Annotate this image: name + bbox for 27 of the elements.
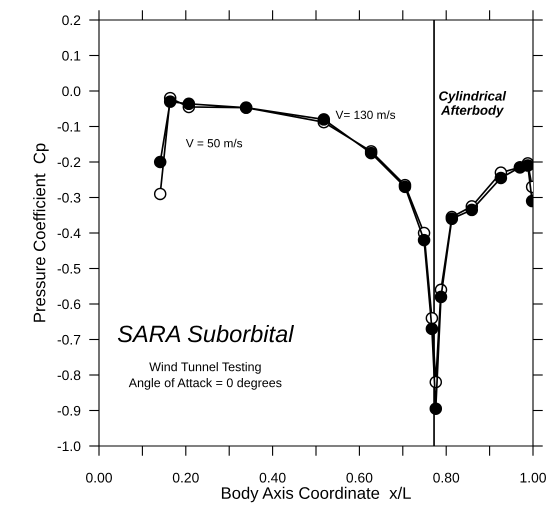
ref-line-label: Cylindrical Afterbody: [439, 91, 506, 118]
y-tick-label: -0.4: [58, 228, 81, 238]
x-tick-label: 0.20: [172, 472, 199, 483]
y-tick-label: -0.3: [58, 192, 80, 203]
annotation: Angle of Attack = 0 degrees: [128, 378, 282, 390]
x-axis-title: Body Axis Coordinate x/L: [222, 486, 411, 502]
y-tick-label: -0.1: [58, 122, 80, 132]
annotation: V = 50 m/s: [186, 138, 242, 148]
x-tick-label: 1.00: [520, 472, 546, 483]
y-tick-label: -0.7: [58, 334, 80, 345]
y-tick-label: -0.9: [58, 406, 80, 416]
x-tick-label: 0.80: [433, 472, 460, 483]
y-tick-label: -0.8: [58, 370, 80, 380]
annotation: SARA Suborbital: [118, 324, 294, 342]
y-tick-label: -1.0: [58, 441, 80, 452]
y-tick-label: 0.0: [62, 86, 80, 96]
y-tick-label: -0.2: [58, 157, 80, 168]
annotation: Wind Tunnel Testing: [149, 362, 261, 374]
y-tick-label: 0.2: [62, 15, 80, 26]
y-tick-label: -0.6: [58, 299, 80, 310]
annotation: V= 130 m/s: [336, 110, 396, 120]
y-tick-label: 0.1: [62, 50, 80, 61]
y-tick-label: -0.5: [58, 264, 80, 274]
x-tick-label: 0.40: [260, 472, 286, 483]
x-tick-label: 0.00: [86, 472, 112, 483]
y-axis-title: Pressure Coefficient Cp: [33, 144, 49, 322]
x-tick-label: 0.60: [346, 472, 372, 483]
